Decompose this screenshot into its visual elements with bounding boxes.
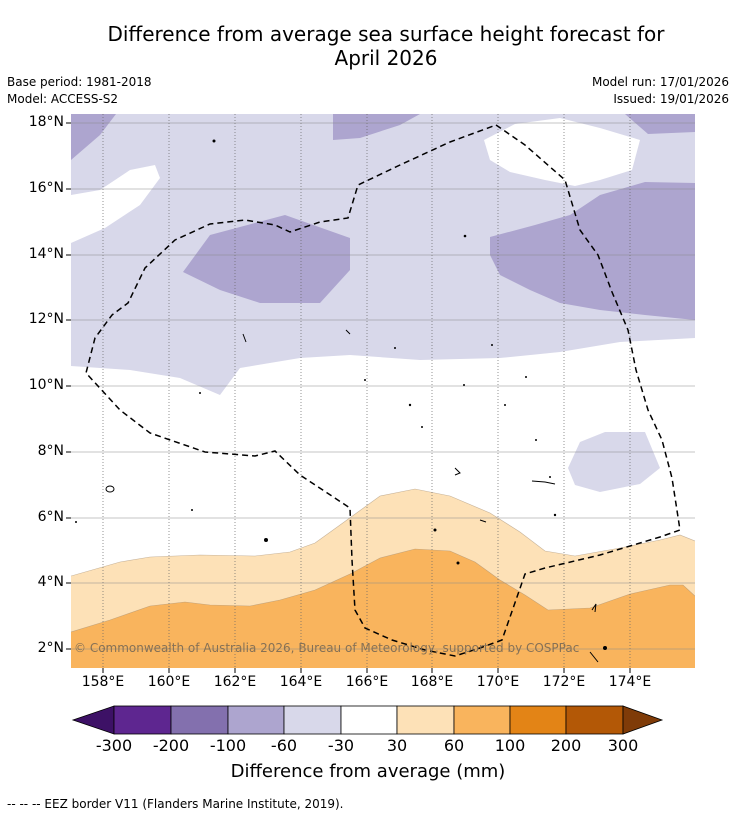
island-dot <box>433 528 437 532</box>
lat-label: 16°N <box>28 180 64 196</box>
colorbar-extend-high <box>622 705 664 735</box>
latitude-gridlines <box>71 122 695 650</box>
field-near-zero-northeast <box>484 118 640 186</box>
colorbar-swatch <box>170 705 229 735</box>
map-title: Difference from average sea surface heig… <box>40 22 732 70</box>
colorbar-swatch <box>453 705 511 735</box>
model-run-date: Model run: 17/01/2026 <box>591 75 729 89</box>
lat-label: 14°N <box>28 246 64 262</box>
colorbar-swatch <box>340 705 398 735</box>
lon-label: 168°E <box>410 674 454 690</box>
lat-label: 8°N <box>37 443 64 459</box>
colorbar-swatch <box>396 705 455 735</box>
lat-label: 10°N <box>28 377 64 393</box>
island-dot <box>525 376 527 378</box>
field-minus-60-to-100-northeast-corner <box>625 114 695 134</box>
island-dots <box>75 139 607 650</box>
map-title-line-2: April 2026 <box>334 46 438 70</box>
island-dot <box>364 379 366 381</box>
island-dot <box>549 476 551 478</box>
model-info: Base period: 1981-2018 Model: ACCESS-S2 <box>7 74 152 108</box>
field-near-zero-west <box>71 165 160 243</box>
lon-label: 164°E <box>279 674 323 690</box>
islands <box>105 329 599 663</box>
lat-label: 6°N <box>37 509 64 525</box>
lon-label: 158°E <box>81 674 125 690</box>
island-dot <box>75 521 77 523</box>
colorbar <box>71 705 664 735</box>
eez-footnote: -- -- -- EEZ border V11 (Flanders Marine… <box>7 797 344 811</box>
base-period: Base period: 1981-2018 <box>7 75 152 89</box>
lon-label: 160°E <box>147 674 191 690</box>
lat-label: 4°N <box>37 574 64 590</box>
island-dot <box>553 513 557 517</box>
copyright-notice: © Commonwealth of Australia 2026, Bureau… <box>74 641 580 655</box>
island-outline <box>105 485 115 493</box>
colorbar-extend-low <box>71 705 115 735</box>
colorbar-tick-label: 100 <box>494 736 526 755</box>
axis-ticks <box>66 122 631 673</box>
issued-date: Issued: 19/01/2026 <box>613 92 729 106</box>
colorbar-swatch <box>113 705 172 735</box>
colorbar-title: Difference from average (mm) <box>230 761 506 782</box>
lon-label: 170°E <box>476 674 520 690</box>
field-minus-60-to-100-central <box>183 215 350 303</box>
colorbar-tick-label: 300 <box>607 736 639 755</box>
colorbar-tick-label: -200 <box>152 736 190 755</box>
island-dot <box>463 384 465 386</box>
island-dot <box>394 347 396 349</box>
colorbar-tick-label: -100 <box>209 736 247 755</box>
colorbar-tick-label: -60 <box>270 736 298 755</box>
island-dot <box>535 439 537 441</box>
island-dot <box>491 344 493 346</box>
map-title-line-1: Difference from average sea surface heig… <box>107 22 665 46</box>
island-dot <box>264 538 268 542</box>
island-dot <box>421 426 423 428</box>
eez-border <box>85 124 681 657</box>
field-60-to-100 <box>71 549 695 668</box>
colorbar-tick-label: 30 <box>386 736 408 755</box>
lon-label: 172°E <box>542 674 586 690</box>
lat-label: 12°N <box>28 311 64 327</box>
colorbar-tick-label: 60 <box>443 736 465 755</box>
island-outline <box>531 480 556 485</box>
contour-lines <box>71 488 695 633</box>
island-dot <box>408 403 412 407</box>
lat-label: 2°N <box>37 640 64 656</box>
island-dot <box>212 139 216 143</box>
lon-label: 166°E <box>345 674 389 690</box>
island-outline <box>479 519 487 523</box>
field-minus-60-to-100-north <box>333 114 420 140</box>
island-dot <box>603 646 607 650</box>
island-dot <box>463 234 467 238</box>
contour-line-30 <box>71 488 695 577</box>
model-name: Model: ACCESS-S2 <box>7 92 119 106</box>
island-outline <box>589 651 599 663</box>
island-outline <box>345 329 351 335</box>
lat-label: 18°N <box>28 114 64 130</box>
map-plot-area <box>71 114 695 668</box>
island-outline <box>454 467 461 476</box>
colorbar-tick-label: -30 <box>327 736 355 755</box>
colorbar-tick-label: -300 <box>95 736 133 755</box>
field-minus-60-to-100-northwest <box>71 114 116 160</box>
field-minus-60-to-100-east <box>490 182 695 320</box>
island-dot <box>456 561 460 565</box>
colorbar-swatch <box>227 705 285 735</box>
colorbar-swatch <box>509 705 567 735</box>
run-info: Model run: 17/01/2026 Issued: 19/01/2026 <box>592 74 729 108</box>
lon-label: 174°E <box>608 674 652 690</box>
colorbar-swatch <box>565 705 624 735</box>
island-dot <box>191 509 193 511</box>
lon-label: 162°E <box>213 674 257 690</box>
colorbar-swatch <box>283 705 342 735</box>
island-outline <box>591 603 597 613</box>
field-minus-30-to-60-southeast-patch <box>568 432 660 492</box>
island-outline <box>242 333 247 343</box>
contour-line-60 <box>71 548 695 633</box>
island-dot <box>504 404 506 406</box>
colorbar-tick-label: 200 <box>550 736 582 755</box>
island-dot <box>199 392 201 394</box>
